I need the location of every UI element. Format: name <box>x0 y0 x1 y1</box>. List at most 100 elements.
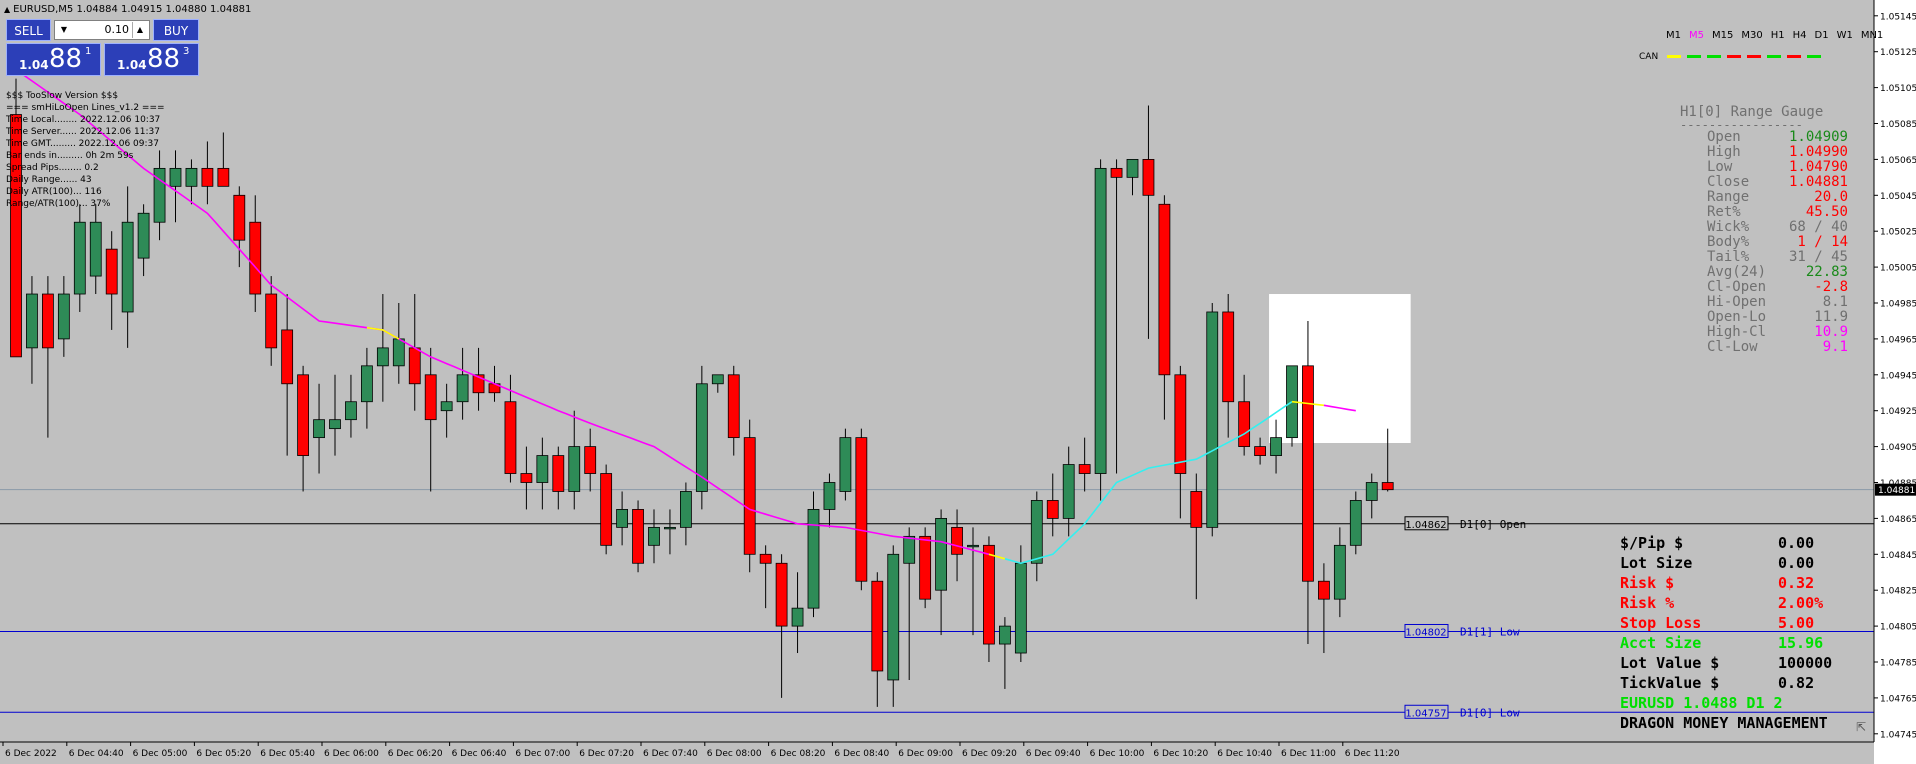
timeframe-bar: M1 M5 M15 M30 H1 H4 D1 W1 MN1 <box>1666 30 1891 41</box>
candle-body-bear <box>600 473 613 546</box>
level-price-label: 1.04757 <box>1405 708 1446 719</box>
candle-body-bear <box>281 329 294 385</box>
gauge-row: Close 1.04881 <box>1680 174 1848 190</box>
x-tick-label: 6 Dec 05:00 <box>133 749 188 759</box>
gauge-label: Tail% <box>1707 249 1750 265</box>
x-tick-label: 6 Dec 08:40 <box>834 749 889 759</box>
candle-body-bull <box>695 383 708 492</box>
candle-body-bull <box>935 518 947 591</box>
money-label: Risk % <box>1620 594 1675 612</box>
chart-shift-icon[interactable]: ⇱ <box>1856 720 1867 734</box>
candle-body-bull <box>536 455 549 483</box>
info-line: === smHiLoOpen Lines_v1.2 === <box>6 103 165 113</box>
timeframe-m5[interactable]: M5 <box>1689 30 1704 41</box>
x-tick-label: 6 Dec 09:00 <box>898 749 953 759</box>
indicator-info-block: $$$ TooSlow Version $$$ === smHiLoOpen L… <box>6 90 165 210</box>
candle <box>456 347 469 420</box>
candle <box>1110 159 1123 474</box>
money-label: Lot Value $ <box>1620 654 1720 672</box>
candle <box>711 374 724 393</box>
candle-body-bull <box>73 221 86 295</box>
candle <box>743 419 756 573</box>
candle-body-bear <box>1110 167 1123 178</box>
ask-quote[interactable]: 1.04 88 3 <box>104 43 199 76</box>
gauge-row: Ret% 45.50 <box>1680 205 1848 220</box>
y-tick-label: 1.04965 <box>1880 335 1916 345</box>
buy-button[interactable]: BUY <box>153 19 199 41</box>
timeframe-m30[interactable]: M30 <box>1741 30 1763 41</box>
candle-body-bear <box>42 293 54 349</box>
ma-line-segment <box>988 553 1006 560</box>
timeframe-mn1[interactable]: MN1 <box>1860 30 1884 41</box>
can-segment <box>1747 55 1762 58</box>
x-tick-label: 6 Dec 08:00 <box>707 749 762 759</box>
gauge-row: Range 20.0 <box>1680 190 1848 205</box>
money-label: Stop Loss <box>1620 614 1702 632</box>
candle-body-bear <box>584 446 597 474</box>
gauge-label: Cl-Open <box>1707 279 1767 295</box>
bid-prefix: 1.04 <box>19 58 49 72</box>
symbol-line: EURUSD,M5 1.04884 1.04915 1.04880 1.0488… <box>13 4 252 15</box>
lot-dropdown-icon[interactable]: ▼ <box>60 25 68 34</box>
sell-button[interactable]: SELL <box>6 19 51 41</box>
money-value: 5.00 <box>1778 614 1815 632</box>
candle-body-bear <box>1078 464 1091 474</box>
timeframe-w1[interactable]: W1 <box>1836 30 1853 41</box>
level-description: D1[0] Low <box>1460 706 1520 719</box>
money-label: Acct Size <box>1620 634 1702 652</box>
candle-body-bull <box>456 374 469 403</box>
can-segment <box>1667 55 1682 58</box>
candle-body-bull <box>185 167 198 187</box>
y-tick-label: 1.04905 <box>1880 443 1916 453</box>
x-tick-label: 6 Dec 10:40 <box>1217 749 1272 759</box>
y-tick-label: 1.05065 <box>1880 156 1916 166</box>
y-tick-label: 1.04765 <box>1880 694 1916 704</box>
lot-size-field[interactable]: ▼ 0.10 ▲ <box>54 20 150 40</box>
gauge-label: Close <box>1707 174 1750 190</box>
current-price-tag <box>1875 483 1916 496</box>
candle <box>967 527 979 636</box>
gauge-value: 22.83 <box>1805 264 1848 280</box>
level-price-label: 1.04862 <box>1405 520 1446 531</box>
candle-body-bear <box>855 437 868 582</box>
bid-pipette: 1 <box>85 46 92 57</box>
candle-body-bear <box>632 509 644 564</box>
gauge-label: Low <box>1707 159 1733 175</box>
timeframe-h1[interactable]: H1 <box>1770 30 1785 41</box>
gauge-label: High <box>1707 144 1741 160</box>
gauge-row: High-Cl 10.9 <box>1680 325 1848 340</box>
y-tick-label: 1.04865 <box>1880 515 1916 525</box>
candle-body-bull <box>89 221 102 277</box>
candle <box>121 186 134 348</box>
candle-body-bear <box>871 580 884 672</box>
range-gauge-panel: H1[0] Range Gauge ----------------- Open… <box>1680 104 1848 355</box>
timeframe-h4[interactable]: H4 <box>1792 30 1807 41</box>
candle <box>1381 428 1394 492</box>
candle-body-bull <box>153 167 166 223</box>
candle-body-bear <box>983 544 995 645</box>
can-label: CAN <box>1639 52 1659 62</box>
candle-body-bear <box>201 167 214 187</box>
bid-quote[interactable]: 1.04 88 1 <box>6 43 101 76</box>
candle-body-bear <box>1174 374 1187 474</box>
timeframe-d1[interactable]: D1 <box>1814 30 1829 41</box>
lot-increment-icon[interactable]: ▲ <box>132 22 147 38</box>
candle-body-bear <box>743 437 756 555</box>
candle-body-bull <box>169 167 182 187</box>
timeframe-m1[interactable]: M1 <box>1666 30 1681 41</box>
timeframe-m15[interactable]: M15 <box>1712 30 1734 41</box>
candle <box>616 491 628 546</box>
candle-body-bull <box>1349 500 1362 546</box>
candle <box>552 446 565 510</box>
candle <box>10 78 22 358</box>
lot-size-value[interactable]: 0.10 <box>104 23 130 36</box>
money-value: 0.32 <box>1778 574 1815 592</box>
chart-area <box>0 0 1874 742</box>
gauge-value: 1.04881 <box>1788 174 1848 190</box>
gauge-row: Low 1.04790 <box>1680 159 1848 175</box>
gauge-label: Body% <box>1707 234 1750 250</box>
can-segment <box>1807 55 1822 58</box>
candle-body-bear <box>472 374 485 394</box>
candle-body-bear <box>951 526 963 555</box>
